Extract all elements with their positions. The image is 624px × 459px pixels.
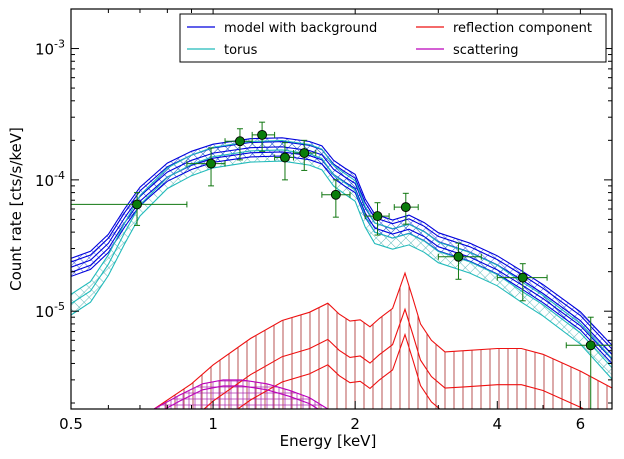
data-point	[257, 129, 268, 140]
y-tick-label: 10-3	[35, 38, 65, 59]
torus-curve-0	[71, 139, 612, 359]
data-point	[372, 211, 383, 222]
model-curve-3	[71, 151, 612, 360]
data-point	[517, 272, 528, 283]
model-curve-0	[71, 137, 612, 346]
legend-box	[179, 13, 607, 63]
data-point	[330, 189, 341, 200]
data-point	[235, 136, 245, 147]
model-curve-1	[71, 141, 612, 350]
x-tick-label: 0.5	[59, 415, 83, 433]
reflection-curve-0	[153, 271, 612, 409]
legend-label-reflection: reflection component	[453, 21, 592, 36]
data-point	[206, 158, 216, 169]
model-curves	[71, 137, 612, 409]
x-axis-ticks: 0.5 1 2 4 6	[59, 9, 613, 433]
y-axis-ticks: 10-5 10-4 10-3	[35, 8, 612, 404]
x-tick-label: 6	[576, 415, 586, 433]
torus-curve-1	[71, 149, 612, 369]
data-point	[132, 199, 142, 210]
legend-label-model: model with background	[224, 21, 377, 36]
reflection-curve-1	[203, 307, 585, 409]
x-tick-label: 2	[350, 415, 360, 433]
data-point	[453, 251, 464, 262]
model-uncertainty-band	[71, 137, 612, 364]
scattering-curve-1	[163, 385, 320, 409]
legend-label-torus: torus	[224, 43, 258, 58]
data-point	[585, 340, 596, 351]
torus-curve-2	[71, 160, 612, 380]
legend: model with background reflection compone…	[179, 13, 607, 63]
scattering-band	[154, 379, 328, 409]
y-tick-label: 10-4	[35, 169, 65, 190]
torus-uncertainty-band	[71, 140, 612, 380]
x-tick-label: 1	[208, 415, 218, 433]
legend-label-scattering: scattering	[453, 43, 519, 58]
x-axis-label: Energy [keV]	[280, 432, 377, 450]
data-point	[400, 202, 411, 213]
uncertainty-bands	[71, 137, 612, 409]
scattering-curve-0	[153, 379, 329, 409]
data-point	[280, 152, 290, 163]
y-axis-label: Count rate [cts/s/keV]	[7, 127, 25, 291]
reflection-band	[154, 273, 612, 409]
x-tick-label: 4	[493, 415, 503, 433]
y-tick-label: 10-5	[35, 300, 65, 321]
data-point	[299, 148, 310, 159]
reflection-curve-2	[236, 332, 441, 409]
